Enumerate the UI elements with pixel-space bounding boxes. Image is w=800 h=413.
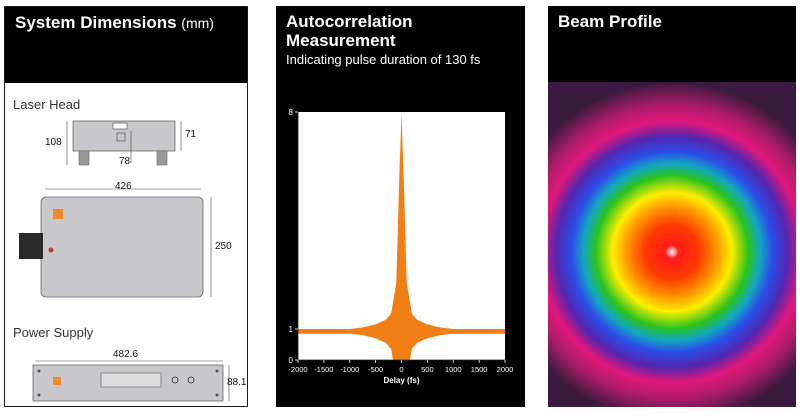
autocorrelation-chart: 0 1 8 -2000 -1500 -1000 -500 0 500 1000 1500 2000 De…	[276, 82, 525, 407]
power-supply-height-value: 88.1	[227, 377, 247, 388]
beam-profile-image	[548, 82, 796, 407]
beam-profile-heatmap	[548, 82, 796, 407]
autocorrelation-trace	[298, 112, 505, 360]
autocorr-title: Autocorrelation Measurement	[286, 12, 413, 50]
side-connector	[116, 132, 126, 142]
side-foot-left	[78, 150, 90, 166]
dimensions-title: System Dimensions (mm)	[15, 13, 214, 33]
y-tick-label: 0	[289, 356, 294, 365]
x-tick-label: 0	[399, 365, 403, 374]
ps-key-switch	[171, 376, 179, 384]
laser-head-height-value: 108	[45, 137, 62, 148]
x-tick-label: 2000	[497, 365, 514, 374]
ps-logo	[53, 377, 61, 385]
dimension-drawings	[19, 120, 230, 402]
beam-intensity-field	[548, 82, 796, 407]
x-tick-label: -500	[368, 365, 383, 374]
laser-head-side-view	[66, 120, 182, 166]
x-tick-label: -1000	[340, 365, 359, 374]
x-tick-label: 1500	[471, 365, 488, 374]
beam-profile-panel: Beam Profile	[548, 6, 796, 407]
beam-title: Beam Profile	[558, 12, 662, 31]
autocorrelation-panel: Autocorrelation Measurement Indicating p…	[276, 6, 525, 407]
laser-head-side-body	[72, 120, 176, 152]
side-window	[112, 122, 128, 130]
ps-screw	[215, 393, 219, 397]
laser-head-foot-value: 78	[119, 156, 131, 167]
beam-header: Beam Profile	[548, 6, 796, 82]
ps-screw	[37, 393, 41, 397]
ps-screw	[37, 369, 41, 373]
y-tick-label: 8	[289, 108, 294, 117]
dimensions-title-text: System Dimensions	[15, 13, 177, 32]
ps-display	[100, 372, 162, 388]
laser-output-connector	[19, 233, 43, 259]
power-supply-front-view	[32, 360, 230, 402]
power-supply-width-value: 482.6	[113, 349, 139, 360]
laser-head-logo	[53, 209, 63, 219]
laser-head-label: Laser Head	[13, 97, 81, 112]
dimensions-body: Laser Head	[5, 83, 247, 406]
laser-head-top-view	[19, 188, 212, 298]
laser-head-top-body	[40, 196, 204, 298]
ps-screw	[215, 369, 219, 373]
system-dimensions-panel: System Dimensions (mm) Laser Head	[4, 6, 248, 407]
side-foot-right	[156, 150, 168, 166]
autocorr-title-line1: Autocorrelation	[286, 12, 413, 31]
laser-status-led	[48, 247, 54, 253]
autocorr-header: Autocorrelation Measurement Indicating p…	[276, 6, 525, 82]
x-tick-label: -2000	[288, 365, 307, 374]
ps-power-knob	[187, 376, 195, 384]
x-tick-label: -1500	[314, 365, 333, 374]
laser-head-depth-value: 250	[215, 241, 232, 252]
laser-head-width-value: 426	[115, 181, 132, 192]
x-axis-label: Delay (fs)	[383, 376, 419, 385]
autocorr-subtitle: Indicating pulse duration of 130 fs	[286, 52, 481, 67]
power-supply-label: Power Supply	[13, 325, 94, 340]
autocorrelation-plot: 0 1 8 -2000 -1500 -1000 -500 0 500 1000 1500 2000 De…	[288, 108, 514, 385]
laser-head-side-value: 71	[185, 129, 197, 140]
x-tick-label: 500	[421, 365, 434, 374]
x-tick-label: 1000	[445, 365, 462, 374]
dimensions-unit: (mm)	[181, 15, 214, 31]
dimensions-header: System Dimensions (mm)	[5, 7, 247, 83]
autocorr-title-line2: Measurement	[286, 31, 396, 50]
y-tick-label: 1	[289, 325, 294, 334]
